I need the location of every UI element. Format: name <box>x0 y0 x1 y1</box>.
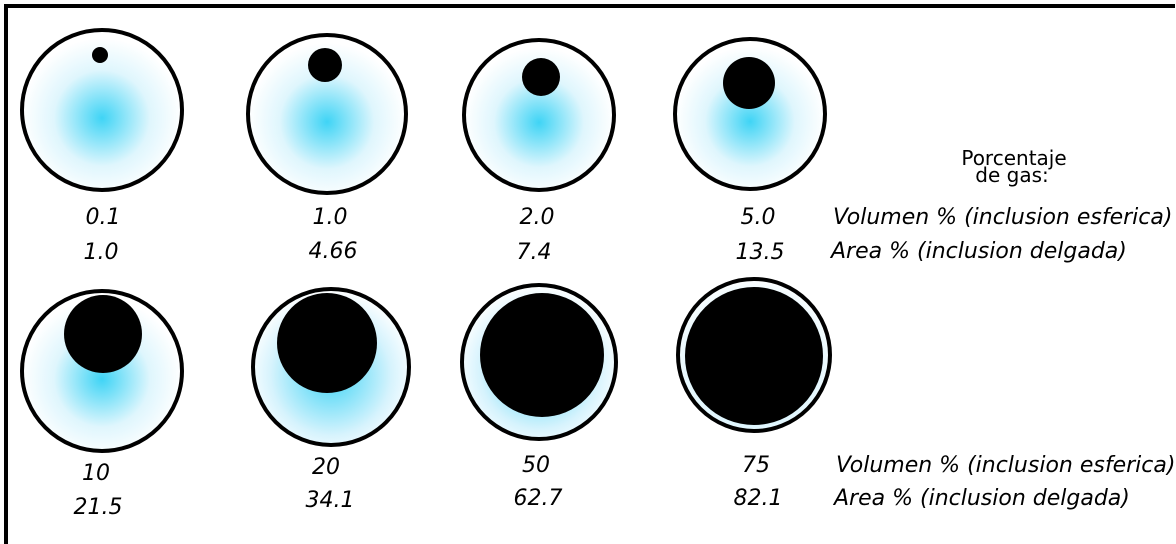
outer-circle <box>20 28 184 192</box>
sample-circle-6 <box>251 287 411 447</box>
volume-value: 1.0 <box>312 205 348 230</box>
gas-bubble <box>92 47 108 63</box>
area-value: 62.7 <box>513 486 563 511</box>
outer-circle <box>246 33 408 195</box>
area-row-label: Area % (inclusion delgada) <box>831 239 1127 264</box>
sample-circle-5 <box>20 289 184 453</box>
title-line-1: Porcentaje <box>961 146 1067 170</box>
gas-bubble <box>522 58 560 96</box>
area-value: 13.5 <box>735 240 785 265</box>
volume-row-label: Volumen % (inclusion esferica) <box>836 453 1176 478</box>
gas-bubble <box>277 293 377 393</box>
sample-circle-8 <box>676 277 832 433</box>
figure-frame <box>4 4 1175 544</box>
area-value: 34.1 <box>305 488 355 513</box>
area-value: 7.4 <box>516 240 552 265</box>
gas-bubble <box>64 295 142 373</box>
area-row-label: Area % (inclusion delgada) <box>834 486 1130 511</box>
gas-bubble <box>308 48 342 82</box>
volume-value: 0.1 <box>85 205 121 230</box>
volume-value: 10 <box>82 461 110 486</box>
area-value: 1.0 <box>83 240 119 265</box>
sample-circle-1 <box>20 28 184 192</box>
sample-circle-4 <box>673 37 827 191</box>
volume-row-label: Volumen % (inclusion esferica) <box>833 205 1173 230</box>
volume-value: 5.0 <box>740 205 776 230</box>
sample-circle-3 <box>462 38 616 192</box>
gas-bubble <box>480 293 604 417</box>
sample-circle-7 <box>460 283 618 441</box>
sample-circle-2 <box>246 33 408 195</box>
volume-value: 50 <box>522 453 550 478</box>
outer-circle <box>462 38 616 192</box>
title-line-2: de gas: <box>975 163 1049 187</box>
volume-value: 2.0 <box>519 205 555 230</box>
gas-bubble <box>723 57 775 109</box>
volume-value: 20 <box>312 455 340 480</box>
gas-bubble <box>685 287 823 425</box>
volume-value: 75 <box>742 453 770 478</box>
outer-circle <box>673 37 827 191</box>
area-value: 21.5 <box>73 495 123 520</box>
area-value: 4.66 <box>308 239 358 264</box>
area-value: 82.1 <box>733 486 783 511</box>
